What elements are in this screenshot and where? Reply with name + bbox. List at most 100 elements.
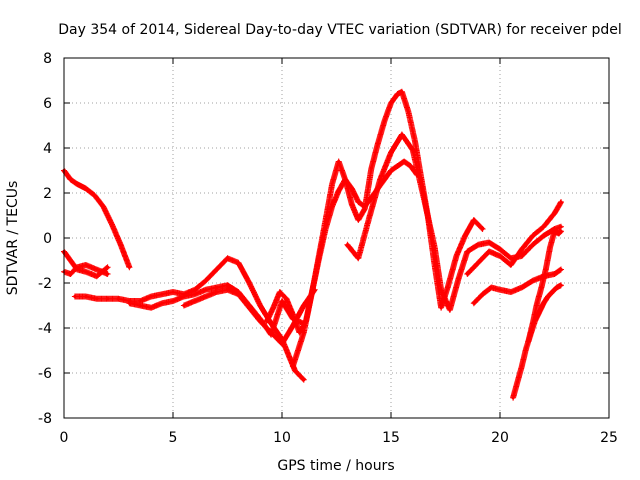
- data-point: [557, 231, 561, 236]
- data-point: [552, 229, 557, 233]
- data-point: [106, 265, 110, 269]
- data-point: [509, 256, 513, 260]
- data-point: [258, 319, 262, 323]
- data-point: [559, 229, 563, 233]
- data-point: [73, 294, 77, 299]
- data-point: [356, 218, 360, 222]
- data-point: [382, 177, 387, 182]
- data-point: [215, 285, 219, 290]
- series-sat-j: [464, 199, 564, 277]
- series-sat-f: [180, 286, 318, 347]
- data-point: [411, 148, 415, 152]
- data-point: [509, 263, 513, 267]
- data-point: [559, 200, 563, 204]
- data-point: [127, 265, 131, 269]
- series-sat-a: [61, 167, 133, 271]
- data-point: [171, 299, 175, 303]
- data-point: [68, 177, 73, 182]
- data-point: [395, 164, 400, 168]
- y-tick-label: 6: [43, 96, 52, 112]
- data-point: [389, 101, 393, 105]
- data-point: [487, 249, 491, 254]
- data-point: [439, 306, 443, 310]
- data-point: [84, 294, 88, 299]
- data-point: [293, 369, 297, 373]
- data-point: [297, 330, 302, 335]
- data-point: [520, 254, 524, 258]
- data-point: [524, 346, 528, 350]
- x-tick-label: 15: [382, 430, 400, 446]
- data-point: [526, 339, 530, 344]
- data-point: [369, 166, 373, 170]
- series-markers: [289, 88, 486, 370]
- y-tick-label: 4: [43, 141, 52, 157]
- data-point: [376, 141, 380, 146]
- data-point: [515, 380, 520, 384]
- data-point: [448, 308, 452, 312]
- data-point: [559, 283, 563, 287]
- data-point: [225, 283, 230, 287]
- data-point: [363, 207, 367, 211]
- x-tick-label: 10: [273, 430, 291, 446]
- data-point: [182, 294, 186, 299]
- data-point: [204, 279, 208, 283]
- data-point: [343, 177, 347, 182]
- data-point: [269, 330, 273, 335]
- data-point: [520, 364, 524, 368]
- x-tick-label: 0: [60, 430, 69, 446]
- grid: [64, 58, 609, 418]
- data-point: [95, 274, 99, 278]
- data-point: [286, 353, 291, 357]
- data-point: [280, 342, 284, 346]
- data-point: [400, 90, 404, 94]
- data-point: [337, 189, 341, 193]
- data-point: [138, 299, 142, 303]
- data-point: [236, 292, 240, 296]
- data-point: [265, 319, 269, 323]
- data-point: [367, 216, 371, 220]
- series-sat-k: [470, 266, 564, 307]
- data-point: [548, 245, 552, 249]
- data-point: [271, 306, 275, 310]
- data-point: [446, 285, 450, 290]
- data-point: [75, 265, 79, 269]
- data-point: [116, 297, 121, 301]
- data-point: [531, 279, 535, 283]
- data-point: [84, 270, 88, 274]
- data-point: [378, 177, 382, 182]
- data-point: [330, 182, 334, 186]
- data-point: [324, 218, 328, 222]
- data-point: [193, 299, 197, 303]
- data-point: [182, 303, 186, 308]
- data-point: [356, 256, 360, 260]
- y-tick-label: -8: [38, 411, 52, 427]
- data-point: [463, 234, 467, 238]
- data-point: [472, 301, 476, 305]
- data-point: [84, 186, 88, 191]
- data-point: [84, 263, 88, 267]
- data-point: [382, 119, 387, 123]
- data-point: [127, 301, 131, 305]
- data-point: [531, 321, 535, 326]
- data-point: [511, 396, 515, 400]
- data-series: [61, 88, 564, 401]
- data-point: [138, 303, 142, 308]
- data-point: [476, 261, 480, 265]
- data-point: [439, 288, 443, 292]
- data-point: [454, 254, 458, 258]
- data-point: [330, 204, 334, 209]
- data-point: [302, 303, 306, 308]
- data-point: [552, 211, 557, 215]
- data-point: [247, 281, 251, 285]
- data-point: [472, 218, 476, 222]
- series-markers: [180, 286, 318, 347]
- data-point: [559, 267, 563, 272]
- data-point: [389, 168, 393, 173]
- series-markers: [61, 167, 133, 271]
- data-point: [68, 258, 73, 263]
- data-point: [236, 261, 240, 265]
- data-point: [498, 254, 502, 258]
- data-point: [110, 222, 114, 227]
- data-point: [550, 290, 554, 294]
